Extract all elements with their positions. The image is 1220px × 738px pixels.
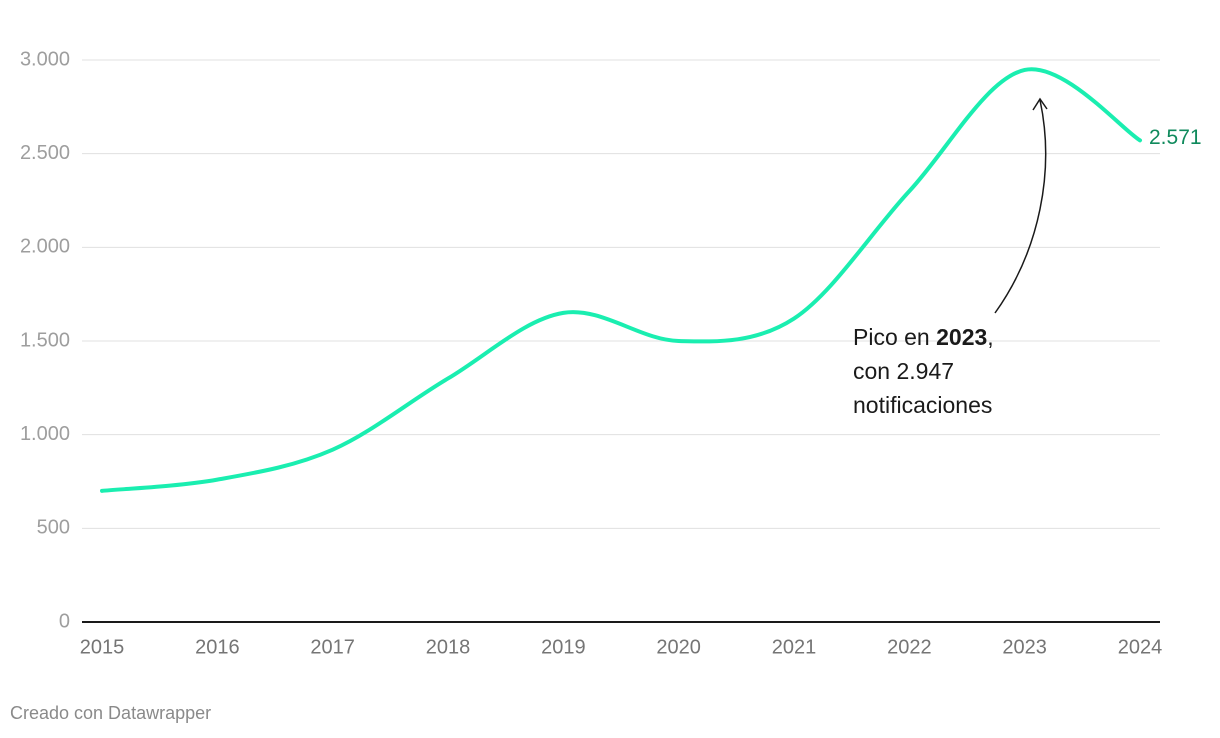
- y-tick-label: 2.000: [20, 236, 70, 258]
- x-tick-label: 2019: [541, 636, 586, 658]
- x-tick-label: 2020: [656, 636, 701, 658]
- annotation-emphasis: 2023: [936, 324, 987, 350]
- x-tick-label: 2024: [1118, 636, 1163, 658]
- annotation-text: Pico en: [853, 324, 936, 350]
- grid: 0 500 1.000 1.500 2.000 2.500 3.000 2015 2016 201…: [20, 48, 1162, 658]
- annotation-line: notificaciones: [853, 392, 992, 418]
- x-tick-label: 2021: [772, 636, 817, 658]
- y-tick-label: 1.000: [20, 423, 70, 445]
- x-tick-label: 2023: [1002, 636, 1047, 658]
- x-tick-label: 2022: [887, 636, 932, 658]
- x-tick-label: 2015: [80, 636, 125, 658]
- annotation-arrow-head: [1032, 97, 1048, 111]
- y-tick-label: 0: [59, 610, 70, 632]
- y-tick-label: 3.000: [20, 48, 70, 70]
- annotation-line: con 2.947: [853, 358, 954, 384]
- annotation-arrow: [994, 99, 1047, 314]
- y-tick-label: 2.500: [20, 142, 70, 164]
- plot: 2.571: [100, 67, 1202, 493]
- annotation-text: ,: [987, 324, 993, 350]
- value-label: 2.571: [1149, 126, 1202, 149]
- y-tick-label: 500: [37, 517, 70, 539]
- source: Creado con Datawrapper: [10, 703, 211, 723]
- y-tick-label: 1.500: [20, 329, 70, 351]
- x-tick-label: 2016: [195, 636, 240, 658]
- x-tick-label: 2017: [310, 636, 355, 658]
- x-tick-label: 2018: [426, 636, 471, 658]
- annotation-line: Pico en 2023,: [853, 324, 994, 350]
- line: [100, 67, 1142, 493]
